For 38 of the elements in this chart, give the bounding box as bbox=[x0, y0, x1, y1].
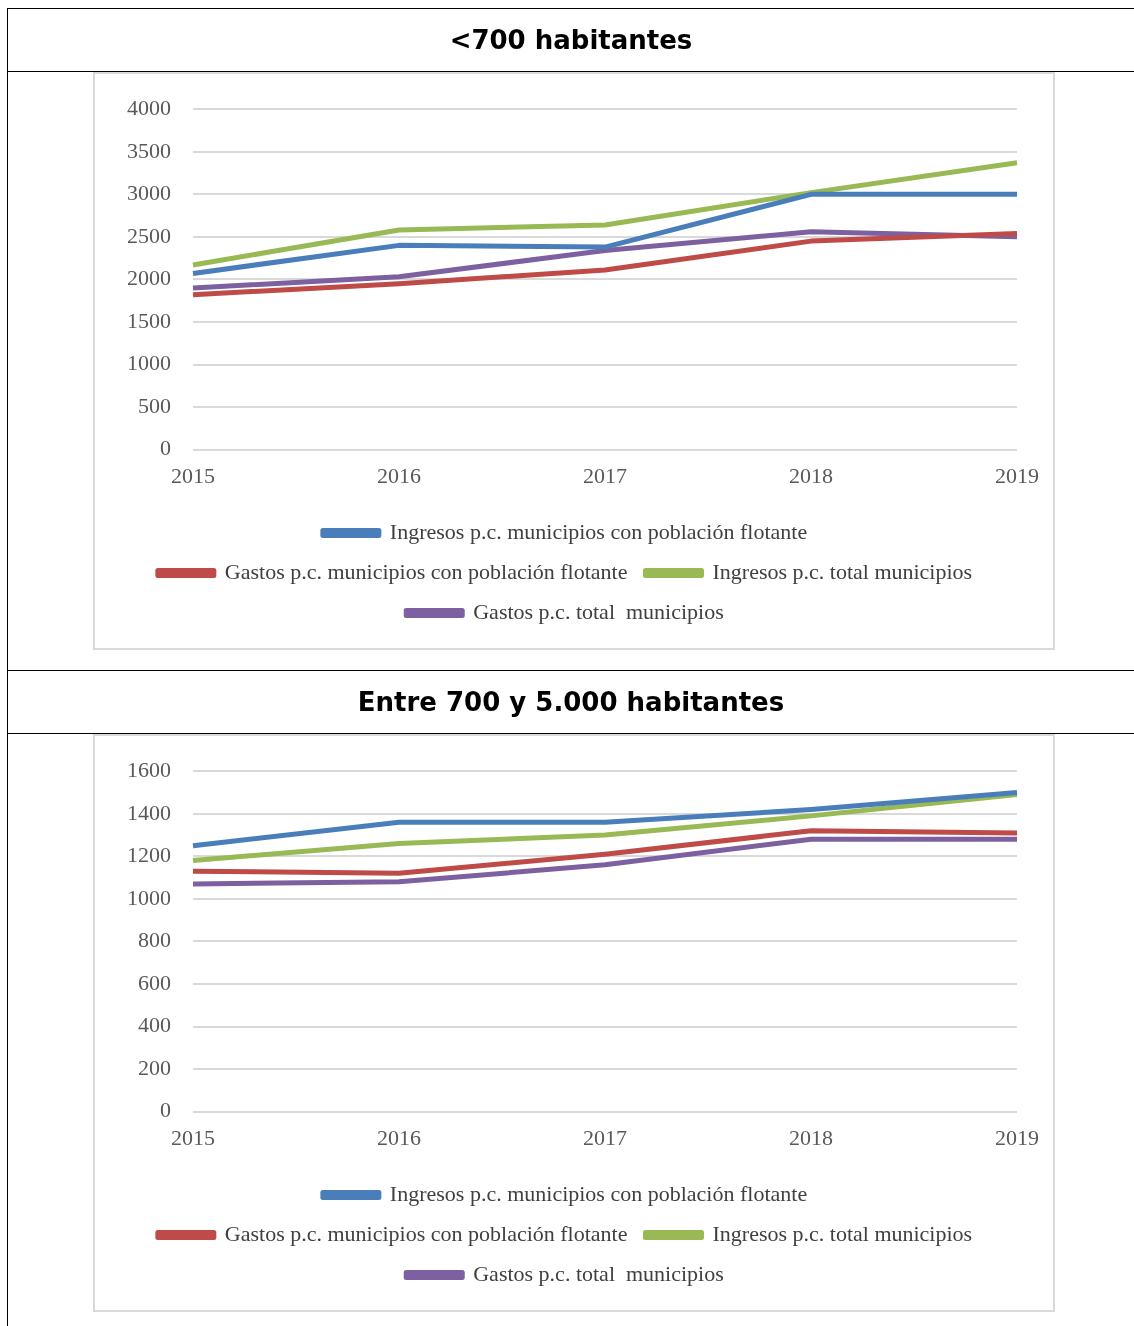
y-tick-label: 3500 bbox=[127, 137, 171, 163]
y-tick-label: 1200 bbox=[127, 842, 171, 868]
x-tick-label: 2017 bbox=[583, 462, 627, 488]
legend-label: Gastos p.c. municipios con población flotante bbox=[224, 1220, 628, 1246]
y-tick-label: 3000 bbox=[127, 180, 171, 206]
y-tick-label: 400 bbox=[138, 1012, 171, 1038]
x-tick-label: 2018 bbox=[789, 462, 833, 488]
chart-title: Entre 700 y 5.000 habitantes bbox=[8, 671, 1134, 734]
y-tick-label: 0 bbox=[160, 435, 171, 461]
legend-label: Ingresos p.c. municipios con población flotante bbox=[389, 518, 808, 544]
y-tick-label: 1000 bbox=[127, 350, 171, 376]
y-tick-label: 200 bbox=[138, 1054, 171, 1080]
y-tick-label: 0 bbox=[160, 1097, 171, 1123]
x-tick-label: 2019 bbox=[995, 462, 1039, 488]
x-tick-label: 2015 bbox=[171, 462, 215, 488]
legend-label: Ingresos p.c. municipios con población flotante bbox=[389, 1180, 808, 1206]
y-tick-label: 2000 bbox=[127, 265, 171, 291]
y-tick-label: 600 bbox=[138, 969, 171, 995]
y-tick-label: 2500 bbox=[127, 222, 171, 248]
y-tick-label: 1000 bbox=[127, 884, 171, 910]
legend-label: Gastos p.c. total municipios bbox=[473, 598, 724, 624]
x-tick-label: 2016 bbox=[377, 1124, 421, 1150]
x-tick-label: 2017 bbox=[583, 1124, 627, 1150]
y-tick-label: 1500 bbox=[127, 307, 171, 333]
y-tick-label: 800 bbox=[138, 927, 171, 953]
legend-label: Gastos p.c. total municipios bbox=[473, 1260, 724, 1286]
y-tick-label: 1600 bbox=[127, 756, 171, 782]
x-tick-label: 2015 bbox=[171, 1124, 215, 1150]
y-tick-label: 4000 bbox=[127, 94, 171, 120]
x-tick-label: 2016 bbox=[377, 462, 421, 488]
x-tick-label: 2018 bbox=[789, 1124, 833, 1150]
y-tick-label: 500 bbox=[138, 392, 171, 418]
legend-label: Ingresos p.c. total municipios bbox=[712, 558, 973, 584]
x-tick-label: 2019 bbox=[995, 1124, 1039, 1150]
y-tick-label: 1400 bbox=[127, 799, 171, 825]
chart-title: <700 habitantes bbox=[8, 9, 1134, 72]
legend-label: Ingresos p.c. total municipios bbox=[712, 1220, 973, 1246]
legend-label: Gastos p.c. municipios con población flotante bbox=[224, 558, 628, 584]
